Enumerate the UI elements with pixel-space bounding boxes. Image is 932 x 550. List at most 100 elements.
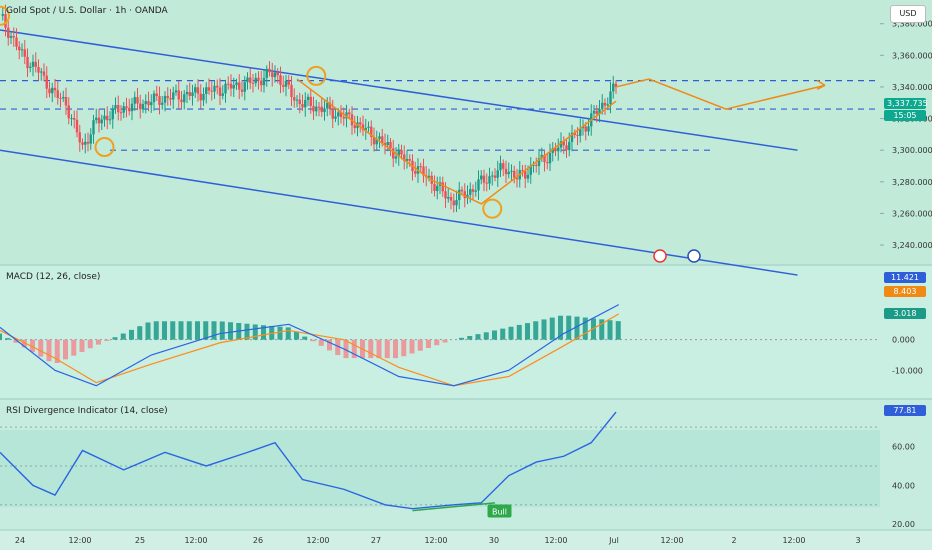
candle-body xyxy=(287,80,290,85)
bull-label-bg xyxy=(487,504,512,518)
candle-body xyxy=(177,90,180,100)
time-axis-label: 26 xyxy=(253,536,263,545)
candle-body xyxy=(320,106,323,113)
candle-body xyxy=(188,92,191,97)
candle-body xyxy=(59,97,62,99)
candle-body xyxy=(18,46,21,51)
candle-body xyxy=(139,103,142,110)
candle-body xyxy=(485,182,488,184)
candle-body xyxy=(353,125,356,129)
candle-body xyxy=(279,75,282,85)
candle-body xyxy=(551,148,554,153)
candle-body xyxy=(570,132,574,142)
macd-histogram-bar xyxy=(211,321,217,340)
candle-body xyxy=(15,37,18,47)
candle-body xyxy=(370,126,373,137)
candle-body xyxy=(524,171,527,179)
macd-histogram-bar xyxy=(54,339,60,364)
candle-body xyxy=(56,90,59,98)
candle-body xyxy=(271,72,274,78)
candle-body xyxy=(587,126,590,132)
macd-histogram-bar xyxy=(492,330,497,340)
candle-body xyxy=(331,109,334,119)
candle-body xyxy=(183,94,186,103)
price-tick-label: 3,260.000 xyxy=(892,209,932,218)
candle-body xyxy=(75,119,79,133)
candle-body xyxy=(378,136,381,139)
candle-body xyxy=(493,175,497,178)
macd-histogram-bar xyxy=(500,328,506,340)
candle-body xyxy=(491,175,494,177)
candle-body xyxy=(397,149,400,157)
macd-histogram-bar xyxy=(393,339,398,359)
candle-body xyxy=(592,110,596,114)
candle-body xyxy=(609,91,612,105)
candle-body xyxy=(328,102,332,110)
economic-event-icon[interactable] xyxy=(653,249,667,263)
macd-histogram-bar xyxy=(351,339,357,359)
candle-body xyxy=(180,99,183,103)
candle-body xyxy=(427,175,431,178)
time-axis-label: 12:00 xyxy=(306,536,329,545)
candle-body xyxy=(389,141,392,149)
macd-tick-label: -10.000 xyxy=(892,366,923,375)
candle-body xyxy=(78,132,81,143)
macd-histogram-bar xyxy=(46,339,52,362)
macd-histogram-bar xyxy=(508,326,514,340)
rsi-line xyxy=(0,411,617,510)
macd-histogram-bar xyxy=(525,323,530,340)
rsi-tick-label: 60.00 xyxy=(892,443,915,452)
candle-body xyxy=(337,112,340,117)
candle-body xyxy=(515,177,519,180)
candle-body xyxy=(207,87,211,91)
candle-body xyxy=(194,87,197,93)
candle-body xyxy=(23,49,26,57)
candle-body xyxy=(526,174,530,179)
candle-body xyxy=(251,82,255,84)
candle-body xyxy=(433,183,436,192)
projection-arrowhead xyxy=(816,79,826,91)
macd-histogram-bar xyxy=(277,326,283,340)
candle-body xyxy=(309,96,312,107)
candle-body xyxy=(375,138,378,145)
candle-body xyxy=(562,141,565,146)
macd-histogram-bar xyxy=(219,321,225,340)
candle-body xyxy=(422,166,425,176)
macd-histogram-bar xyxy=(335,339,341,356)
candle-body xyxy=(161,102,164,105)
candle-body xyxy=(504,168,508,175)
candle-body xyxy=(254,77,257,84)
candle-body xyxy=(295,99,299,101)
currency-button[interactable]: USD xyxy=(890,5,926,23)
candle-body xyxy=(326,102,329,109)
candle-body xyxy=(284,80,288,87)
us-flag-icon[interactable] xyxy=(687,249,701,263)
candle-body xyxy=(568,141,571,151)
candle-body xyxy=(119,112,123,114)
countdown-badge: 15:05 xyxy=(884,110,926,121)
macd-histogram-bar xyxy=(417,339,423,351)
candle-body xyxy=(540,154,543,159)
macd-histogram-bar xyxy=(541,319,547,340)
candle-body xyxy=(474,190,477,192)
macd-histogram-bar xyxy=(566,315,572,340)
price-panel-bg xyxy=(0,0,932,264)
candle-body xyxy=(42,71,46,76)
candle-body xyxy=(447,196,450,199)
candle-body xyxy=(1,14,4,16)
candle-body xyxy=(510,170,513,172)
price-tick-label: 3,380.000 xyxy=(892,20,932,29)
macd-histogram-bar xyxy=(137,326,143,340)
candle-body xyxy=(191,92,194,97)
candle-body xyxy=(606,104,609,106)
candle-body xyxy=(367,126,370,128)
candle-body xyxy=(34,61,37,67)
candle-body xyxy=(532,164,535,166)
candle-body xyxy=(334,116,337,119)
price-tick-label: 3,240.000 xyxy=(892,241,932,250)
candle-body xyxy=(20,49,24,51)
macd-histogram-bar xyxy=(0,333,2,340)
macd-histogram-bar xyxy=(401,339,407,357)
macd-histogram-bar xyxy=(120,333,126,340)
